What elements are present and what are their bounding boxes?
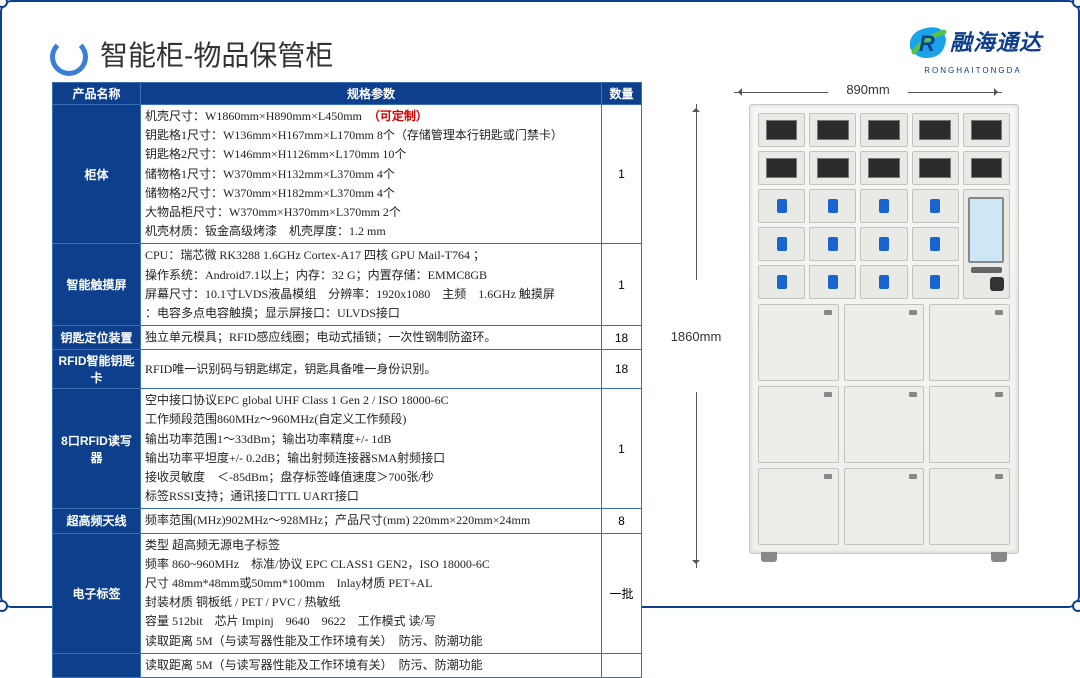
key-slot [758,227,805,261]
storage-cell [844,468,925,545]
row-name: 超高频天线 [53,509,141,533]
touchscreen-cell [963,189,1010,299]
key-slot [809,265,856,299]
row-name: 智能触摸屏 [53,244,141,326]
window-slot [860,151,907,185]
row-name: 钥匙定位装置 [53,326,141,350]
cabinet-body [749,104,1019,554]
col-name: 产品名称 [53,83,141,105]
window-slot [912,113,959,147]
row-qty: 8 [602,509,642,533]
row-qty: 1 [602,244,642,326]
cabinet-figure: 890mm 1860mm [656,82,1042,588]
storage-cell [758,468,839,545]
key-slot [912,227,959,261]
key-slot [860,189,907,223]
window-slot [963,113,1010,147]
row-name [53,653,141,677]
dim-height: 1860mm [666,104,726,568]
row-spec: RFID唯一识别码与钥匙绑定，钥匙具备唯一身份识别。 [141,350,602,389]
row-spec: 读取距离 5M（与读写器性能及工作环境有关） 防污、防潮功能 [141,653,602,677]
storage-cell [758,386,839,463]
col-qty: 数量 [602,83,642,105]
spinner-icon [50,38,88,76]
key-slot [809,189,856,223]
row-qty [602,653,642,677]
storage-cell [758,304,839,381]
row-name: RFID智能钥匙卡 [53,350,141,389]
logo-icon: R [904,18,950,64]
row-qty: 18 [602,350,642,389]
row-spec: 空中接口协议EPC global UHF Class 1 Gen 2 / ISO… [141,389,602,509]
window-slot [758,151,805,185]
key-slot [860,265,907,299]
col-spec: 规格参数 [141,83,602,105]
storage-cell [844,304,925,381]
svg-text:R: R [919,31,935,56]
logo-text-en: RONGHAITONGDA [904,66,1042,75]
window-slot [809,113,856,147]
storage-cell [929,304,1010,381]
window-slot [809,151,856,185]
row-spec: 机壳尺寸：W1860mm×H890mm×L450mm （可定制）钥匙格1尺寸：W… [141,105,602,244]
logo-text-zh: 融海通达 [950,25,1042,57]
spec-table: 产品名称 规格参数 数量 柜体机壳尺寸：W1860mm×H890mm×L450m… [52,82,642,588]
key-slot [912,265,959,299]
row-name: 电子标签 [53,533,141,653]
row-spec: 独立单元模具；RFID感应线圈；电动式插锁；一次性钢制防盗环。 [141,326,602,350]
window-slot [912,151,959,185]
row-qty: 一批 [602,533,642,653]
row-spec: 频率范围(MHz)902MHz～928MHz；产品尺寸(mm) 220mm×22… [141,509,602,533]
window-slot [963,151,1010,185]
key-slot [758,265,805,299]
key-slot [860,227,907,261]
row-name: 柜体 [53,105,141,244]
key-slot [758,189,805,223]
window-slot [860,113,907,147]
storage-cell [844,386,925,463]
logo: R 融海通达 RONGHAITONGDA [904,18,1042,75]
key-slot [912,189,959,223]
row-qty: 18 [602,326,642,350]
row-qty: 1 [602,389,642,509]
row-qty: 1 [602,105,642,244]
page-title: 智能柜-物品保管柜 [100,34,333,74]
storage-cell [929,468,1010,545]
row-spec: CPU：瑞芯微 RK3288 1.6GHz Cortex-A17 四核 GPU … [141,244,602,326]
row-name: 8口RFID读写器 [53,389,141,509]
row-spec: 类型 超高频无源电子标签频率 860~960MHz 标准/协议 EPC CLAS… [141,533,602,653]
window-slot [758,113,805,147]
key-slot [809,227,856,261]
dim-width: 890mm [734,82,1002,102]
storage-cell [929,386,1010,463]
